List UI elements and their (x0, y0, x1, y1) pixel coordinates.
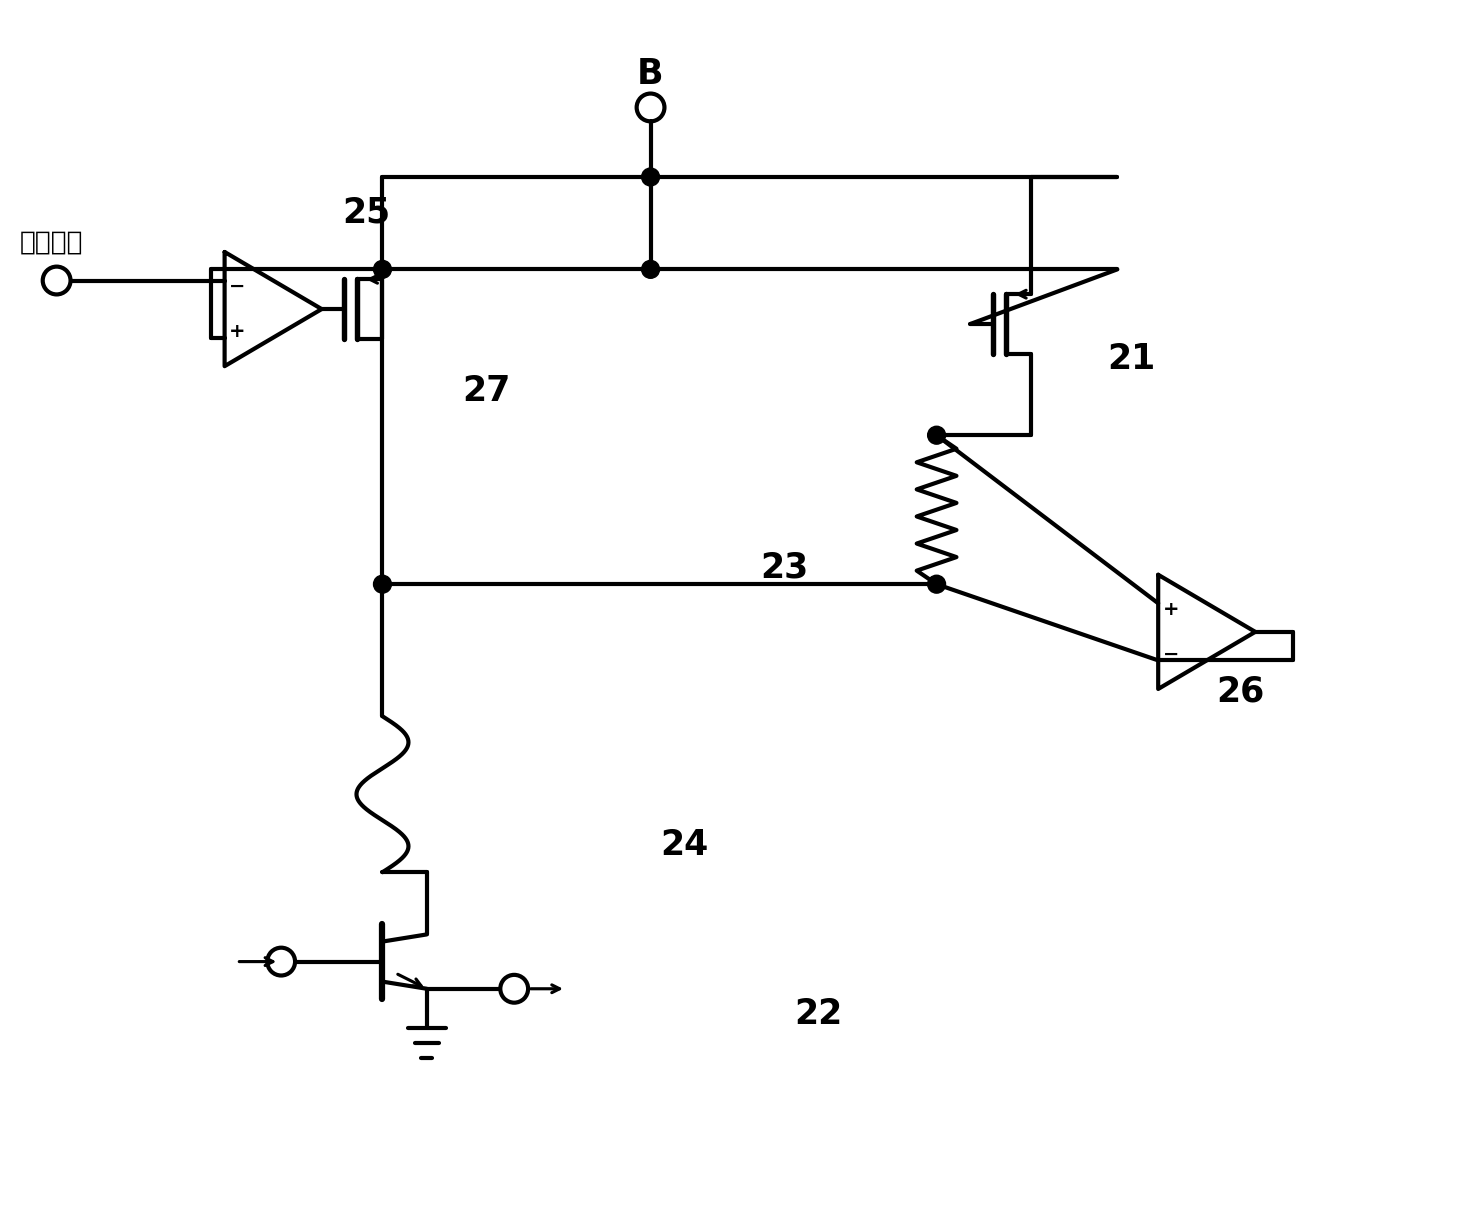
Text: 25: 25 (342, 196, 391, 230)
Text: −: − (230, 276, 246, 296)
Text: 27: 27 (462, 374, 511, 408)
Text: +: + (1163, 600, 1179, 618)
Text: 23: 23 (759, 550, 808, 584)
Text: +: + (230, 323, 246, 341)
Circle shape (928, 426, 945, 444)
Text: 22: 22 (794, 997, 843, 1031)
Circle shape (642, 260, 660, 279)
Circle shape (928, 576, 945, 593)
Text: B: B (638, 56, 664, 90)
Circle shape (642, 169, 660, 186)
Circle shape (373, 576, 392, 593)
Text: −: − (1163, 645, 1179, 665)
Text: 24: 24 (660, 829, 708, 863)
Text: 21: 21 (1107, 342, 1156, 375)
Text: 26: 26 (1217, 675, 1265, 709)
Text: 控制电压: 控制电压 (20, 230, 83, 255)
Circle shape (373, 260, 392, 279)
